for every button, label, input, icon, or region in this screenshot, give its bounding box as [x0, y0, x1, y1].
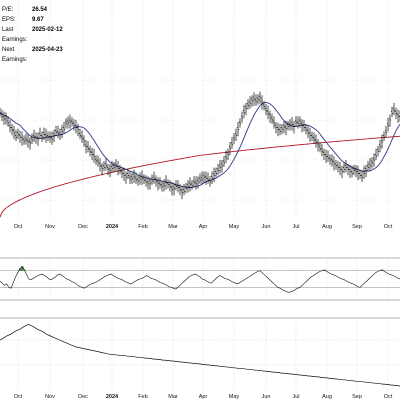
x-tick-label: Jun — [262, 224, 271, 230]
stat-value: 9.67 — [32, 17, 44, 23]
ma-long-line — [0, 135, 400, 218]
x-tick-label: Sep — [352, 224, 362, 230]
x-tick-label: Jun — [262, 394, 271, 400]
oscillator-overbought-fill — [21, 266, 24, 271]
x-tick-label: Oct — [14, 394, 23, 400]
x-tick-label: Nov — [45, 394, 55, 400]
x-tick-label: Oct — [14, 224, 23, 230]
x-tick-label: May — [229, 394, 240, 400]
x-tick-label: Jul — [292, 394, 299, 400]
stat-row-eps: EPS: 9.67 — [2, 15, 63, 25]
x-tick-label: Dec — [78, 394, 88, 400]
stat-row-pe: P/E: 26.54 — [2, 5, 63, 15]
relative-strength-line — [0, 324, 400, 387]
stat-value: 2025-04-23 — [32, 47, 63, 53]
x-tick-label: Apr — [199, 224, 208, 230]
ma-short-line — [0, 102, 400, 188]
x-tick-label: Mar — [168, 394, 178, 400]
x-tick-label: Dec — [78, 224, 88, 230]
x-tick-label: Mar — [168, 224, 178, 230]
stat-value: 2025-02-12 — [32, 27, 63, 33]
stock-stats: P/E: 26.54 EPS: 9.67 Last Earnings: 2025… — [2, 5, 63, 65]
stat-label: EPS: — [2, 17, 16, 23]
x-tick-label: Feb — [138, 394, 147, 400]
stat-row-last-earnings: Last Earnings: 2025-02-12 — [2, 25, 63, 45]
stat-value: 26.54 — [32, 7, 48, 13]
x-tick-label: Apr — [199, 394, 208, 400]
x-tick-label: Feb — [138, 224, 147, 230]
x-tick-label: Nov — [45, 224, 55, 230]
oscillator-line — [0, 265, 400, 293]
x-tick-label: Oct — [384, 224, 393, 230]
x-tick-label: 2024 — [106, 224, 119, 230]
x-tick-label: May — [229, 224, 240, 230]
x-tick-label: Aug — [322, 224, 332, 230]
oscillator-panel — [0, 257, 400, 301]
stat-label: Next Earnings: — [2, 47, 28, 63]
x-tick-label: Sep — [352, 394, 362, 400]
stat-label: Last Earnings: — [2, 27, 28, 43]
x-tick-label: Aug — [322, 394, 332, 400]
relative-strength-panel: Oct Nov Dec 2024 Feb Mar Apr May Jun Jul Aug Sep Oct — [0, 317, 400, 400]
x-tick-label: 2024 — [106, 394, 119, 400]
x-tick-label: Oct — [384, 394, 393, 400]
stat-row-next-earnings: Next Earnings: 2025-04-23 — [2, 45, 63, 65]
oscillator-overbought-fill — [19, 268, 22, 271]
price-panel: Oct Nov Dec 2024 Feb Mar Apr May Jun Jul Aug Sep Oct — [0, 0, 400, 230]
x-tick-label: Jul — [292, 224, 299, 230]
stat-label: P/E: — [2, 7, 14, 13]
